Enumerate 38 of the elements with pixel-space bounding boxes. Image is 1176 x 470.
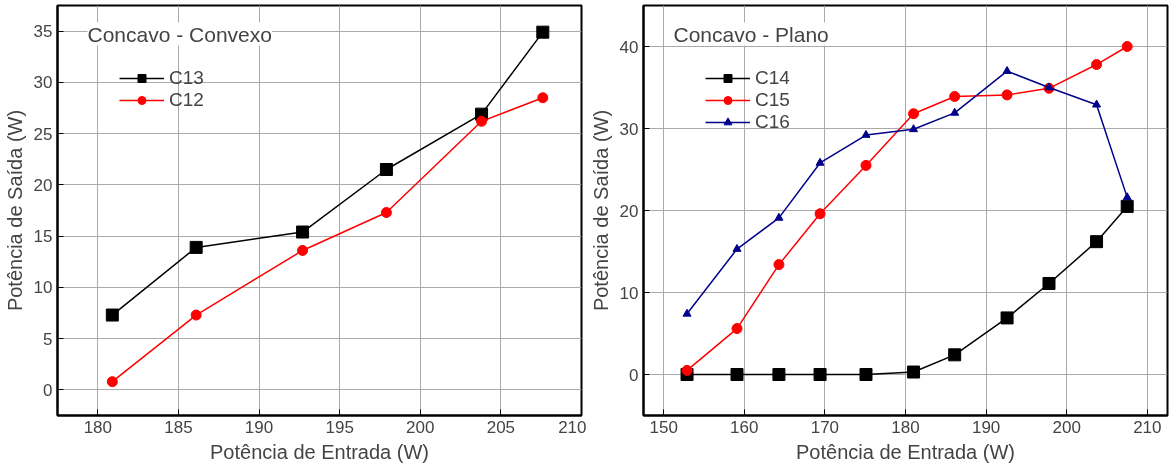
x-tick-label: 180 xyxy=(891,417,920,437)
x-tick-label: 210 xyxy=(1133,417,1162,437)
x-tick-label: 190 xyxy=(971,417,1001,437)
y-tick-label: 35 xyxy=(33,22,53,42)
x-tick-label: 180 xyxy=(83,417,112,437)
legend-label: C16 xyxy=(755,111,790,133)
x-tick-label: 200 xyxy=(1052,417,1081,437)
legend-label: C15 xyxy=(755,89,790,111)
y-tick-label: 20 xyxy=(33,175,53,195)
legend-label: C14 xyxy=(755,67,790,89)
x-tick-label: 185 xyxy=(164,417,193,437)
x-tick-label: 170 xyxy=(810,417,840,437)
x-tick-label: 200 xyxy=(406,417,435,437)
x-tick-label: 205 xyxy=(486,417,516,437)
y-tick-label: 25 xyxy=(33,124,53,144)
y-tick-label: 15 xyxy=(33,227,53,247)
text: Concavo - Convexo xyxy=(87,22,272,46)
y-tick-label: 40 xyxy=(619,37,639,57)
x-tick-label: 210 xyxy=(558,417,587,437)
x-tick-label: 190 xyxy=(244,417,274,437)
y-tick-label: 5 xyxy=(43,329,53,349)
y-tick-label: 20 xyxy=(619,201,639,221)
x-tick-label: 195 xyxy=(325,417,354,437)
x-axis-title: Potência de Entrada (W) xyxy=(796,440,1015,463)
y-tick-label: 10 xyxy=(33,278,53,298)
y-tick-label: 10 xyxy=(619,283,639,303)
x-axis-title: Potência de Entrada (W) xyxy=(210,440,429,463)
x-tick-label: 160 xyxy=(730,417,759,437)
y-tick-label: 30 xyxy=(619,119,639,139)
y-tick-label: 0 xyxy=(43,380,53,400)
x-tick-label: 150 xyxy=(649,417,678,437)
y-axis-title: Potência de Saída (W) xyxy=(589,109,612,312)
legend-label: C12 xyxy=(169,89,204,111)
y-tick-label: 0 xyxy=(629,365,639,385)
y-tick-label: 30 xyxy=(33,73,53,93)
text: Concavo - Plano xyxy=(673,22,829,46)
legend-label: C13 xyxy=(169,67,204,89)
y-axis-title: Potência de Saída (W) xyxy=(3,109,26,312)
